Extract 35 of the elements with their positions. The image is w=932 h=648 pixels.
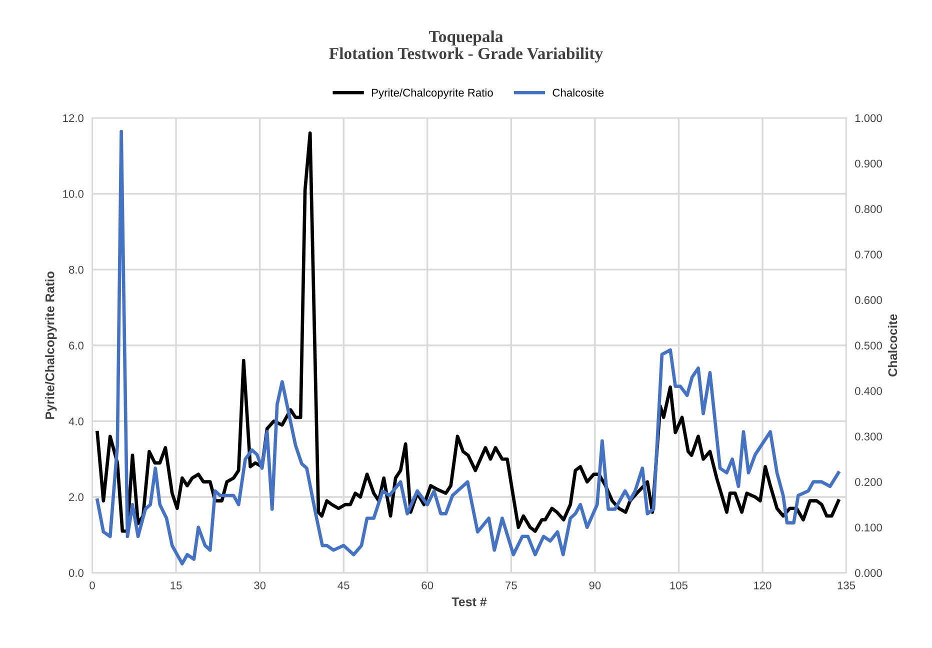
x-axis-title: Test # [452, 598, 487, 606]
x-tick-label: 45 [338, 582, 350, 590]
legend-label: Pyrite/Chalcopyrite Ratio [372, 88, 493, 99]
y2-tick-label: 1.000 [855, 114, 882, 122]
x-tick-label: 105 [670, 581, 688, 590]
y-axis-title: Pyrite/Chalcopyrite Ratio [45, 272, 57, 419]
y-tick-label: 8.0 [68, 266, 84, 274]
y-tick-label: 10.0 [63, 190, 84, 198]
x-tick-label: 75 [506, 582, 517, 590]
y2-tick-label: 0.800 [855, 205, 882, 214]
y-tick-label: 6.0 [69, 342, 84, 350]
y-tick-label: 4.0 [68, 417, 84, 426]
y-tick-label: 12.0 [63, 114, 84, 122]
y2-tick-label: 0.900 [855, 160, 882, 168]
x-tick-label: 135 [838, 581, 856, 590]
y2-tick-label: 0.300 [855, 432, 882, 440]
x-tick-label: 120 [754, 581, 772, 590]
y-tick-label: 2.0 [69, 493, 84, 502]
x-tick-label: 90 [589, 581, 601, 590]
y-tick-label: 0.0 [68, 569, 84, 577]
y2-tick-label: 0.100 [855, 524, 882, 532]
x-tick-label: 0 [90, 581, 95, 590]
y2-tick-label: 0.400 [855, 387, 882, 396]
y2-tick-label: 0.700 [855, 250, 882, 259]
chart-subtitle: Flotation Testwork - Grade Variability [329, 47, 603, 63]
y2-tick-label: 0.600 [855, 296, 882, 304]
y2-axis-title: Chalcocite [888, 314, 898, 376]
y2-tick-label: 0.200 [855, 478, 882, 486]
x-tick-label: 15 [170, 582, 182, 590]
legend-label: Chalcosite [552, 88, 604, 97]
x-tick-label: 60 [422, 581, 434, 590]
y2-tick-label: 0.500 [855, 342, 882, 350]
y2-tick-label: 0.000 [855, 569, 882, 577]
chart-title: Toquepala [429, 30, 503, 46]
x-tick-label: 30 [254, 581, 266, 590]
